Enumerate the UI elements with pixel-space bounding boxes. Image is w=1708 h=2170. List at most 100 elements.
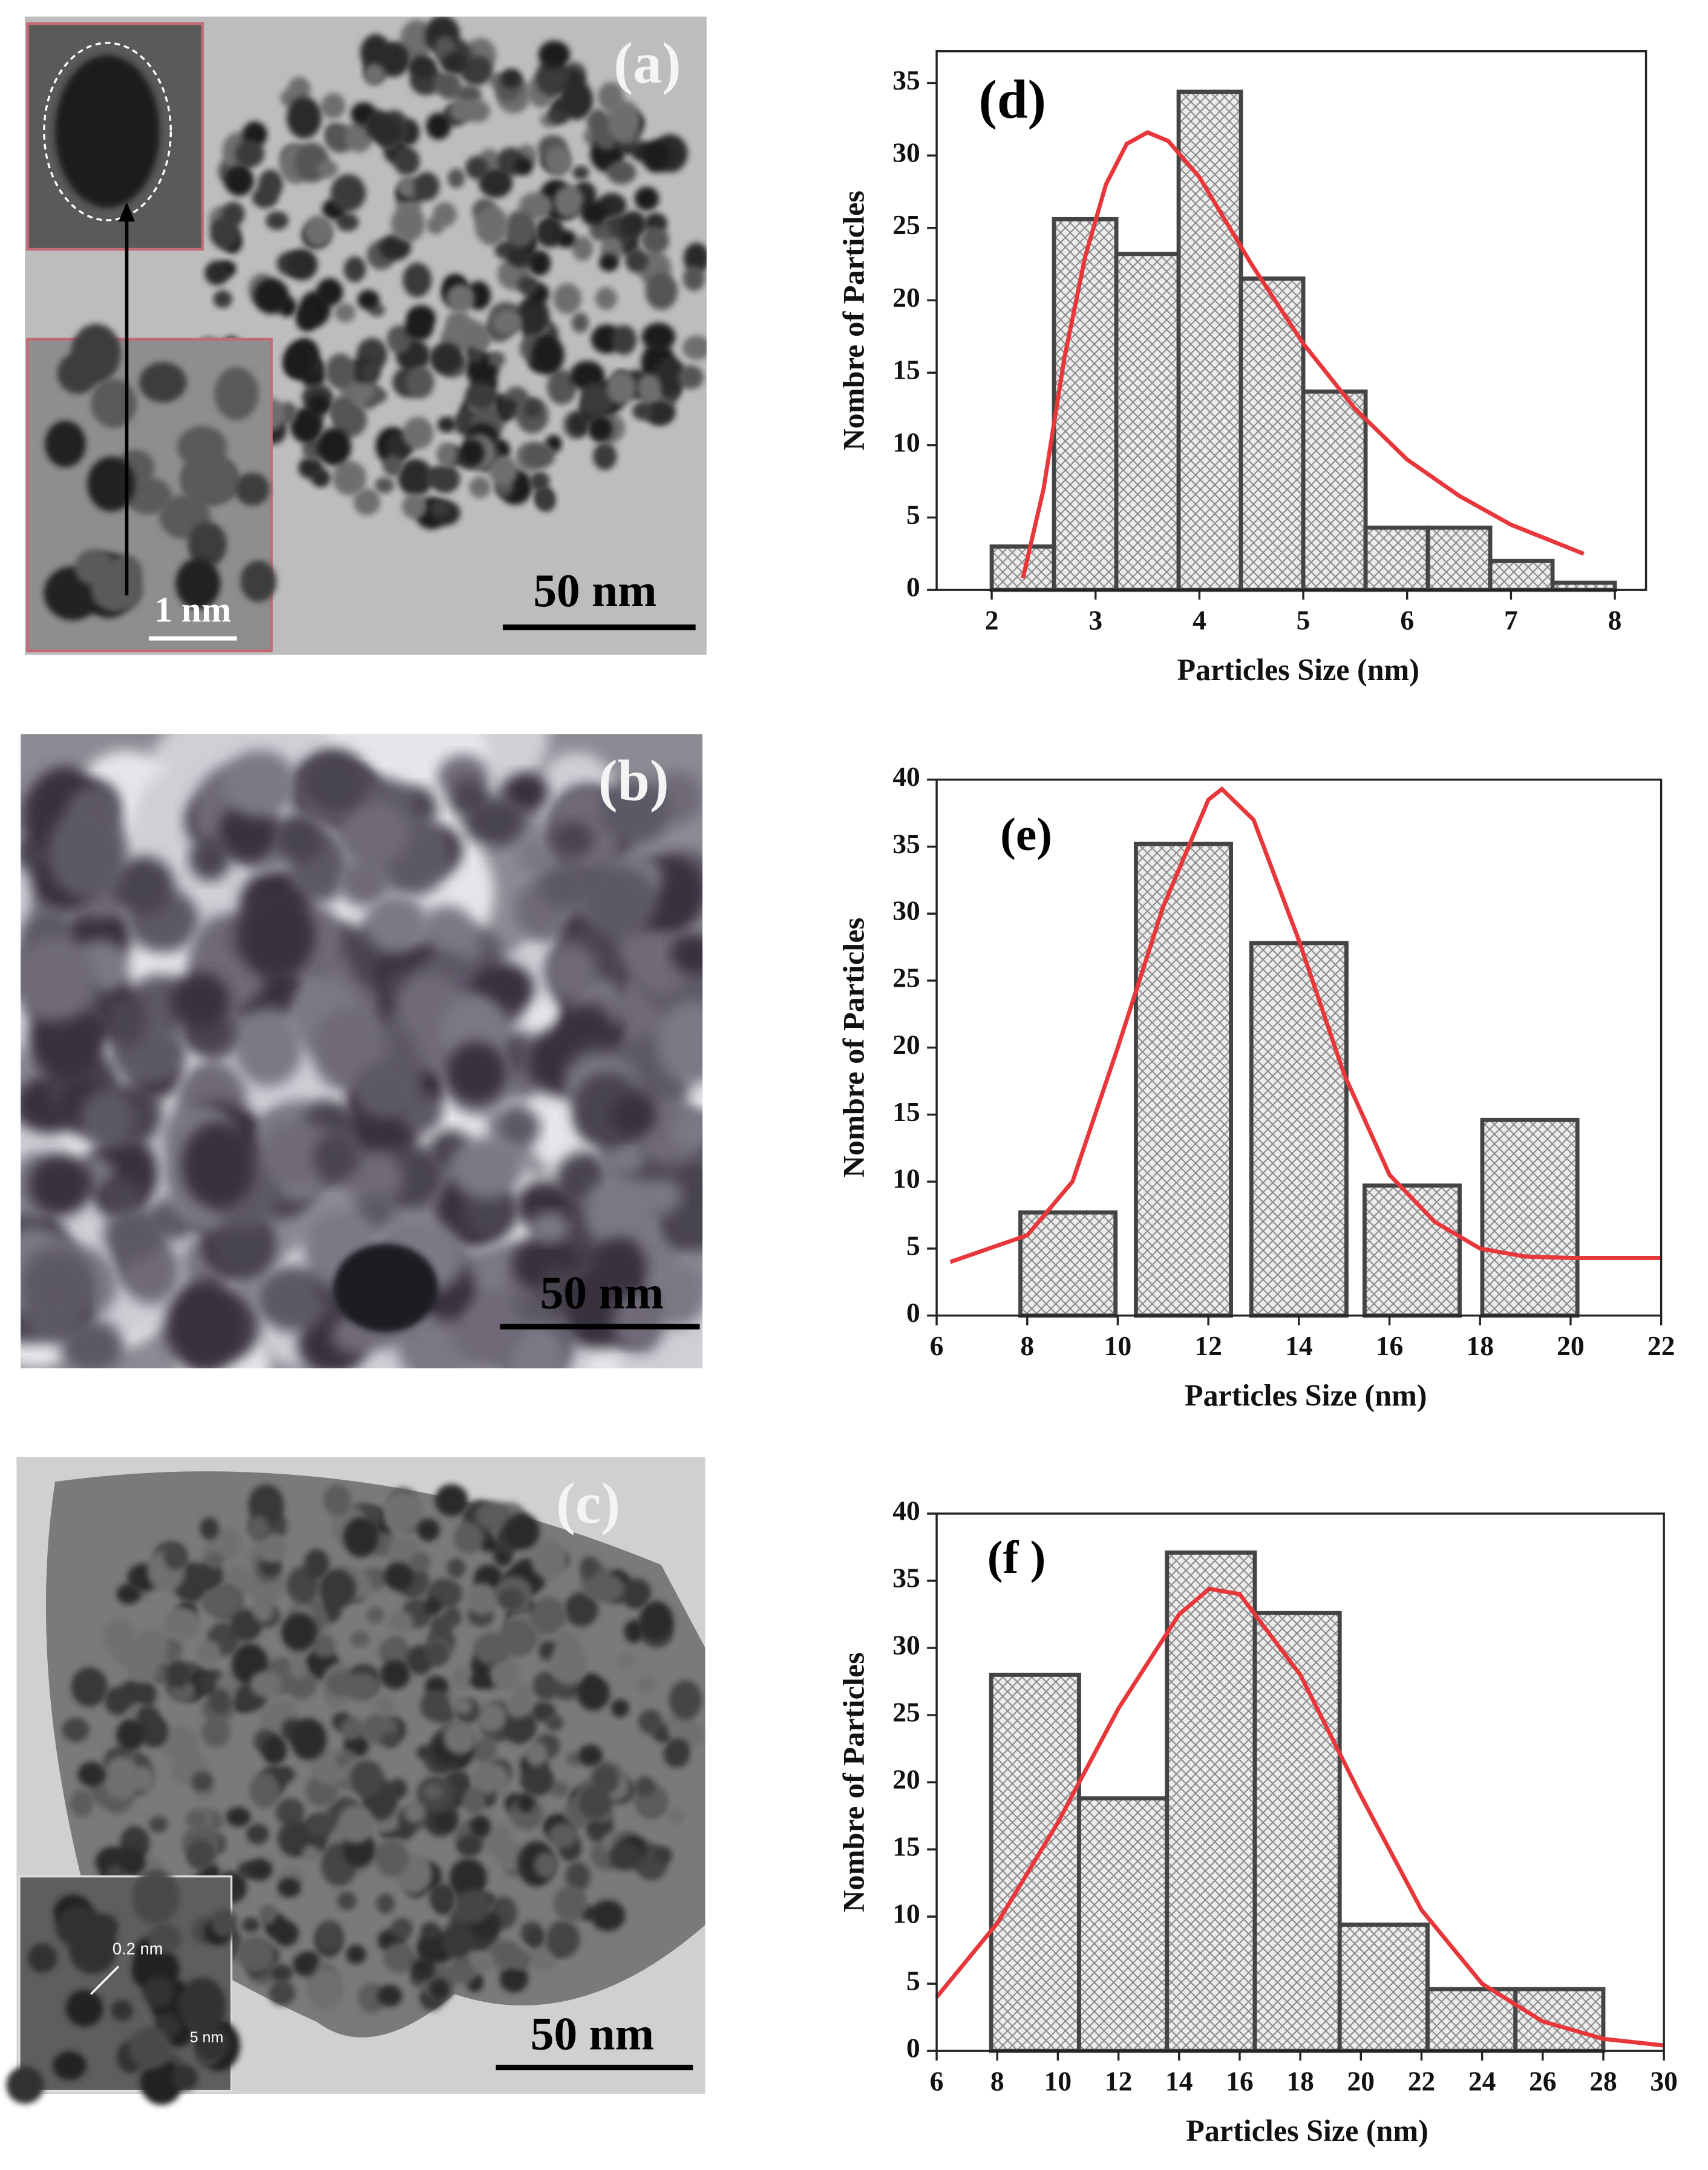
particle [197,1640,221,1665]
particle [598,82,624,112]
particle [546,1920,580,1958]
particle [426,113,451,140]
x-tick-label: 10 [1104,1330,1132,1361]
particle [261,1735,287,1765]
x-axis-label: Particles Size (nm) [1177,653,1419,687]
x-tick-label: 18 [1286,2065,1314,2096]
x-tick-label: 6 [930,2065,944,2096]
particle [380,1660,410,1690]
particle [447,168,465,189]
particle [599,780,672,845]
particle [470,1815,491,1838]
chart: 6 8 10 12 14 16 18 20 22 0 5 10 15 20 25 30 35 40 (e) Parti… [837,761,1675,1412]
particle [143,1976,175,2008]
particle [382,454,404,477]
particle [424,1597,442,1616]
x-tick-label: 5 [1297,604,1310,635]
x-tick-label: 28 [1589,2065,1617,2096]
particle [404,316,433,341]
x-tick-label: 8 [1020,1330,1034,1361]
particle [550,1781,570,1798]
particle [459,439,485,467]
particle [214,367,259,420]
particle [181,1121,255,1209]
y-tick-label: 25 [892,962,920,993]
y-tick-label: 10 [892,1163,920,1194]
particle [278,296,297,317]
particle [408,54,436,79]
bar [1114,252,1181,592]
particle [74,549,116,586]
particle [170,972,231,1028]
bar [1513,1987,1606,2053]
particle [683,243,707,274]
particle [316,278,344,307]
particle [545,943,597,999]
particle [275,1766,295,1783]
particle [132,1869,180,1925]
particle [172,2065,198,2091]
bar [1077,1796,1170,2053]
particle [669,1680,702,1720]
y-tick-label: 10 [892,1898,920,1929]
particle [242,1917,260,1933]
particle [655,1846,672,1864]
particle [28,1004,105,1081]
particle [578,1785,612,1820]
particle [670,933,703,974]
particle [209,1688,231,1714]
image-label: (b) [598,748,669,812]
particle [463,1297,523,1361]
y-tick-label: 40 [892,1495,920,1526]
particle [613,1291,666,1354]
particle [287,76,311,103]
image-a-overlay: (a) 50 nm 1 nm [26,22,696,653]
particle [530,1596,567,1635]
particle [489,456,519,486]
particle [656,1000,703,1085]
y-tick-label: 35 [892,65,920,96]
particle [53,2051,87,2080]
particle [103,1208,163,1261]
particle [592,442,617,470]
particle [578,1745,603,1766]
image-c-overlay: (c) 50 nm 0.2 nm 5 nm [6,1471,693,2105]
particle [617,1652,635,1668]
particle [391,204,425,243]
particle [148,1923,182,1954]
particle [591,1900,626,1932]
particle [311,468,331,488]
particle [532,1672,560,1701]
particle [125,477,172,515]
particle [368,388,387,404]
x-tick-label: 20 [1557,1330,1585,1361]
particle [377,1984,402,2007]
particle [393,146,420,176]
particle [270,1964,293,1983]
particle [383,1495,414,1533]
bar [1425,525,1493,592]
particle [65,1990,103,2027]
particle [451,1667,474,1690]
tem-image-b [21,734,703,1368]
particle [606,371,636,405]
particle [578,865,657,938]
particle [497,1107,540,1148]
particle [504,1512,540,1550]
particle [292,1952,316,1976]
particle [460,55,493,86]
x-tick-label: 10 [1044,2065,1072,2096]
x-tick-label: 12 [1194,1330,1222,1361]
particle [564,1592,598,1627]
particle [218,802,278,862]
particle [551,820,594,858]
particle [645,272,678,310]
particle [361,361,381,384]
particle [71,1667,108,1707]
particle [405,365,434,399]
particle [307,1968,344,2011]
bar [1249,941,1349,1318]
x-tick-label: 14 [1165,2065,1193,2096]
particle [336,800,410,866]
particle [449,99,478,122]
